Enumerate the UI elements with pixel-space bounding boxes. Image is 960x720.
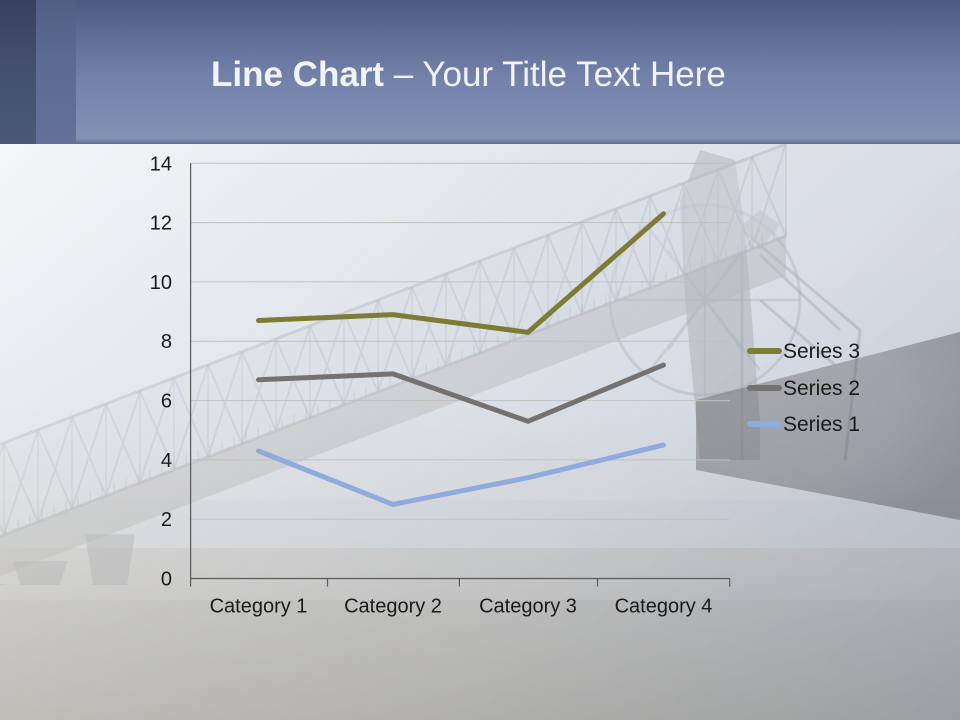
- svg-text:Series 2: Series 2: [783, 377, 860, 400]
- svg-text:12: 12: [150, 213, 172, 235]
- svg-text:14: 14: [150, 153, 172, 175]
- svg-text:Category 4: Category 4: [615, 596, 713, 618]
- svg-text:2: 2: [161, 509, 172, 531]
- svg-text:Category 1: Category 1: [210, 596, 308, 618]
- svg-text:Series 3: Series 3: [783, 340, 860, 363]
- svg-text:8: 8: [161, 331, 172, 353]
- svg-text:10: 10: [150, 272, 172, 294]
- svg-text:6: 6: [161, 391, 172, 413]
- svg-text:Category 2: Category 2: [344, 596, 442, 618]
- svg-text:Series 1: Series 1: [783, 413, 860, 436]
- svg-text:0: 0: [161, 569, 172, 591]
- svg-text:Category 3: Category 3: [479, 596, 577, 618]
- svg-text:4: 4: [161, 450, 172, 472]
